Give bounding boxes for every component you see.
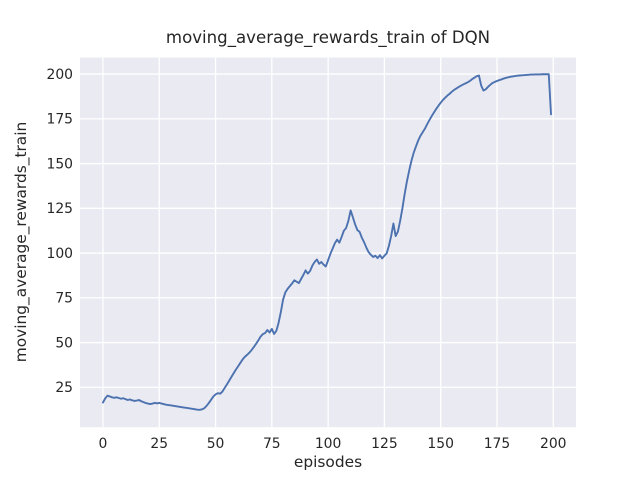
y-axis-label: moving_average_rewards_train (12, 122, 31, 363)
y-tick-label: 25 (55, 380, 73, 396)
y-tick-labels: 25 50 75 100 125 150 175 200 (46, 67, 73, 396)
x-tick-label: 125 (371, 436, 398, 452)
x-tick-label: 50 (207, 436, 225, 452)
x-tick-label: 25 (150, 436, 168, 452)
x-tick-label: 0 (99, 436, 108, 452)
chart-title: moving_average_rewards_train of DQN (166, 28, 490, 48)
y-tick-label: 125 (46, 201, 73, 217)
x-tick-label: 200 (540, 436, 567, 452)
x-axis-label: episodes (294, 453, 362, 471)
y-tick-label: 150 (46, 156, 73, 172)
x-tick-labels: 0 25 50 75 100 125 150 175 200 (99, 436, 567, 452)
y-tick-label: 200 (46, 67, 73, 83)
x-tick-label: 150 (427, 436, 454, 452)
grid-lines (80, 57, 576, 428)
x-tick-label: 100 (315, 436, 342, 452)
data-series (102, 73, 552, 411)
data-line-moving_average_rewards_train (102, 73, 552, 411)
x-tick-label: 75 (263, 436, 281, 452)
x-tick-label: 175 (484, 436, 511, 452)
y-tick-label: 100 (46, 246, 73, 262)
y-tick-label: 75 (55, 291, 73, 307)
y-tick-label: 175 (46, 112, 73, 128)
y-tick-label: 50 (55, 335, 73, 351)
